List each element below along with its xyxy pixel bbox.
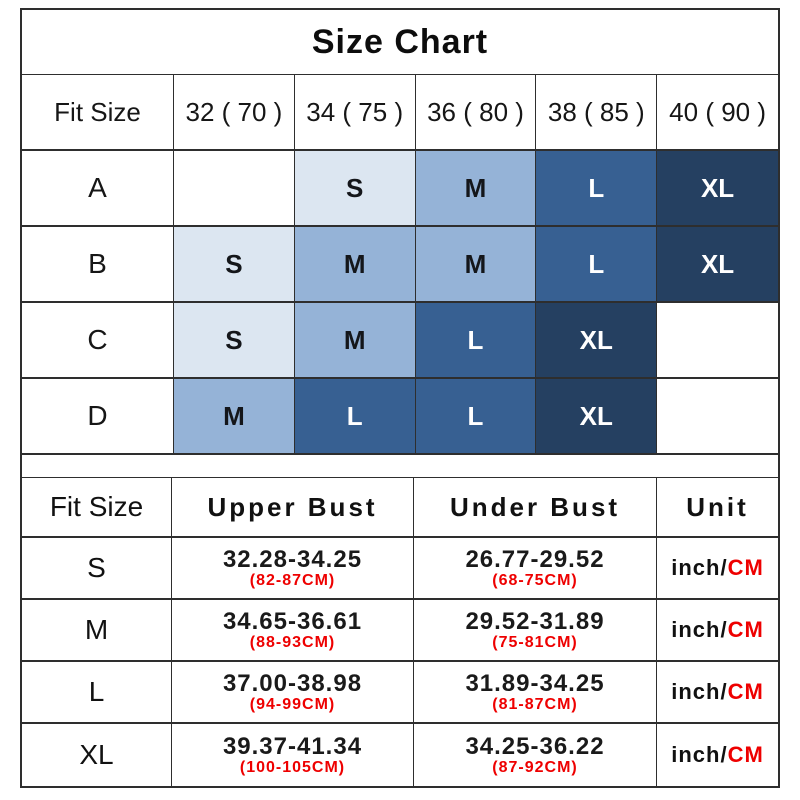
unit-inch-label: inch/: [671, 742, 728, 767]
unit-cell: inch/ CM: [657, 662, 778, 724]
measure-row-label: S: [22, 538, 172, 600]
unit-inch-label: inch/: [671, 617, 728, 642]
unit-cell: inch/ CM: [657, 538, 778, 600]
unit-cm-label: CM: [727, 555, 764, 580]
matrix-header-col: 32 ( 70 ): [174, 75, 295, 151]
matrix-cell: M: [294, 303, 416, 379]
matrix-cell: M: [294, 227, 416, 303]
matrix-header-col: 40 ( 90 ): [657, 75, 778, 151]
matrix-cell: L: [536, 151, 658, 227]
matrix-cell: L: [536, 227, 658, 303]
under-bust-cm: (87-92CM): [492, 758, 578, 776]
matrix-cell: XL: [657, 227, 778, 303]
under-bust-cell: 29.52-31.89 (75-81CM): [414, 600, 657, 662]
matrix-cell: S: [174, 303, 295, 379]
matrix-cell: L: [415, 303, 537, 379]
under-bust-cell: 31.89-34.25 (81-87CM): [414, 662, 657, 724]
size-matrix-table: Fit Size 32 ( 70 ) 34 ( 75 ) 36 ( 80 ) 3…: [22, 75, 778, 455]
upper-bust-inches: 34.65-36.61: [222, 607, 363, 635]
unit-inch-label: inch/: [671, 679, 728, 704]
measure-row-label: L: [22, 662, 172, 724]
measure-header-unit: Unit: [657, 478, 778, 538]
measurements-table: Fit Size Upper Bust Under Bust Unit S 32…: [22, 478, 778, 786]
upper-bust-cell: 39.37-41.34 (100-105CM): [172, 724, 414, 786]
matrix-cell: [657, 379, 778, 455]
size-chart-board: Size Chart Fit Size 32 ( 70 ) 34 ( 75 ) …: [20, 8, 780, 788]
matrix-header-fit-size: Fit Size: [22, 75, 174, 151]
upper-bust-inches: 37.00-38.98: [222, 669, 363, 697]
matrix-row-label: A: [22, 151, 174, 227]
matrix-cell: L: [415, 379, 537, 455]
upper-bust-cm: (88-93CM): [249, 633, 336, 651]
upper-bust-inches: 32.28-34.25: [222, 545, 363, 573]
under-bust-cell: 34.25-36.22 (87-92CM): [414, 724, 657, 786]
upper-bust-cell: 37.00-38.98 (94-99CM): [172, 662, 414, 724]
under-bust-inches: 34.25-36.22: [465, 732, 605, 760]
measure-row-label: M: [22, 600, 172, 662]
upper-bust-cm: (82-87CM): [249, 571, 336, 589]
unit-inch-label: inch/: [671, 555, 728, 580]
under-bust-inches: 31.89-34.25: [465, 669, 605, 697]
matrix-cell: S: [174, 227, 295, 303]
matrix-cell: [174, 151, 295, 227]
matrix-header-col: 38 ( 85 ): [536, 75, 658, 151]
matrix-cell: M: [174, 379, 295, 455]
under-bust-cell: 26.77-29.52 (68-75CM): [414, 538, 657, 600]
unit-cm-label: CM: [727, 617, 764, 642]
under-bust-inches: 26.77-29.52: [465, 545, 605, 573]
unit-cell: inch/ CM: [657, 600, 778, 662]
under-bust-inches: 29.52-31.89: [465, 607, 605, 635]
measure-header-under-bust: Under Bust: [414, 478, 657, 538]
matrix-cell: S: [294, 151, 416, 227]
matrix-header-col: 34 ( 75 ): [294, 75, 416, 151]
measure-row-label: XL: [22, 724, 172, 786]
matrix-cell: XL: [657, 151, 778, 227]
matrix-row-label: D: [22, 379, 174, 455]
under-bust-cm: (75-81CM): [492, 633, 578, 651]
matrix-header-col: 36 ( 80 ): [415, 75, 537, 151]
matrix-cell: [657, 303, 778, 379]
matrix-cell: M: [415, 227, 537, 303]
measure-header-upper-bust: Upper Bust: [172, 478, 414, 538]
measure-header-fit-size: Fit Size: [22, 478, 172, 538]
upper-bust-inches: 39.37-41.34: [222, 732, 363, 760]
matrix-row-label: B: [22, 227, 174, 303]
matrix-cell: M: [415, 151, 537, 227]
matrix-cell: XL: [536, 379, 658, 455]
under-bust-cm: (68-75CM): [492, 571, 578, 589]
upper-bust-cell: 34.65-36.61 (88-93CM): [172, 600, 414, 662]
under-bust-cm: (81-87CM): [492, 695, 578, 713]
upper-bust-cm: (94-99CM): [249, 695, 336, 713]
matrix-row-label: C: [22, 303, 174, 379]
unit-cell: inch/ CM: [657, 724, 778, 786]
upper-bust-cell: 32.28-34.25 (82-87CM): [172, 538, 414, 600]
unit-cm-label: CM: [727, 679, 764, 704]
upper-bust-cm: (100-105CM): [239, 758, 346, 776]
matrix-cell: XL: [536, 303, 658, 379]
unit-cm-label: CM: [727, 742, 764, 767]
chart-title: Size Chart: [22, 10, 778, 75]
separator-row: [22, 455, 778, 478]
matrix-cell: L: [294, 379, 416, 455]
